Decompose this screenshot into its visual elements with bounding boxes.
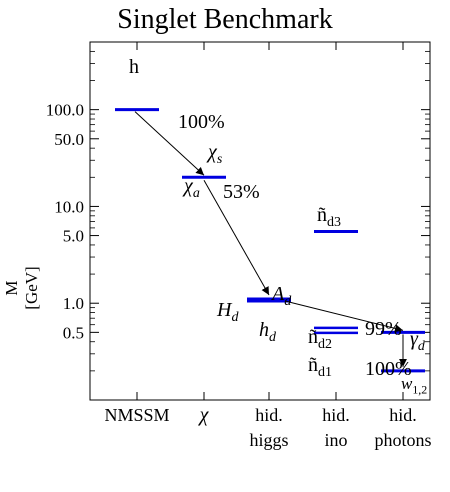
level-label-2-1: Hd [216, 299, 239, 325]
column-label-4-0: hid. [389, 405, 417, 425]
level-label-3-0: ñd3 [317, 204, 341, 230]
level-label-0-0: h [129, 56, 139, 78]
branching-label-2: 99% [365, 318, 402, 340]
y-tick-label-1: 50.0 [54, 130, 84, 149]
column-label-2-1: higgs [249, 430, 288, 450]
decay-arrow-0 [134, 111, 205, 176]
column-label-2-0: hid. [255, 405, 283, 425]
y-tick-label-5: 0.5 [63, 323, 84, 342]
column-label-3-1: ino [324, 430, 347, 450]
plot-frame [89, 41, 431, 401]
branching-label-3: 100% [365, 358, 412, 380]
level-label-2-2: hd [259, 319, 277, 345]
level-label-4-1: ñd1 [308, 354, 332, 380]
y-tick-label-4: 1.0 [63, 294, 84, 313]
y-tick-label-2: 10.0 [54, 197, 84, 216]
branching-label-0: 100% [178, 111, 225, 133]
column-label-1-0: χ [198, 404, 210, 426]
level-label-2-0: Ad [270, 283, 292, 309]
branching-label-1: 53% [223, 181, 260, 203]
level-label-4-0: ñd2 [308, 326, 332, 352]
level-label-5-0: γd [410, 328, 426, 354]
level-label-6-0: w1,2 [401, 374, 427, 396]
level-label-1-1: χa [182, 175, 200, 201]
decay-arrow-2 [284, 300, 404, 333]
y-tick-label-3: 5.0 [63, 227, 84, 246]
y-tick-label-0: 100.0 [46, 101, 84, 120]
column-label-3-0: hid. [322, 405, 350, 425]
decay-arrow-1 [203, 180, 270, 296]
level-label-1-0: χs [206, 141, 223, 167]
diagram-title: Singlet Benchmark [117, 4, 333, 35]
column-label-0-0: NMSSM [104, 405, 169, 425]
column-label-4-1: photons [374, 430, 431, 450]
